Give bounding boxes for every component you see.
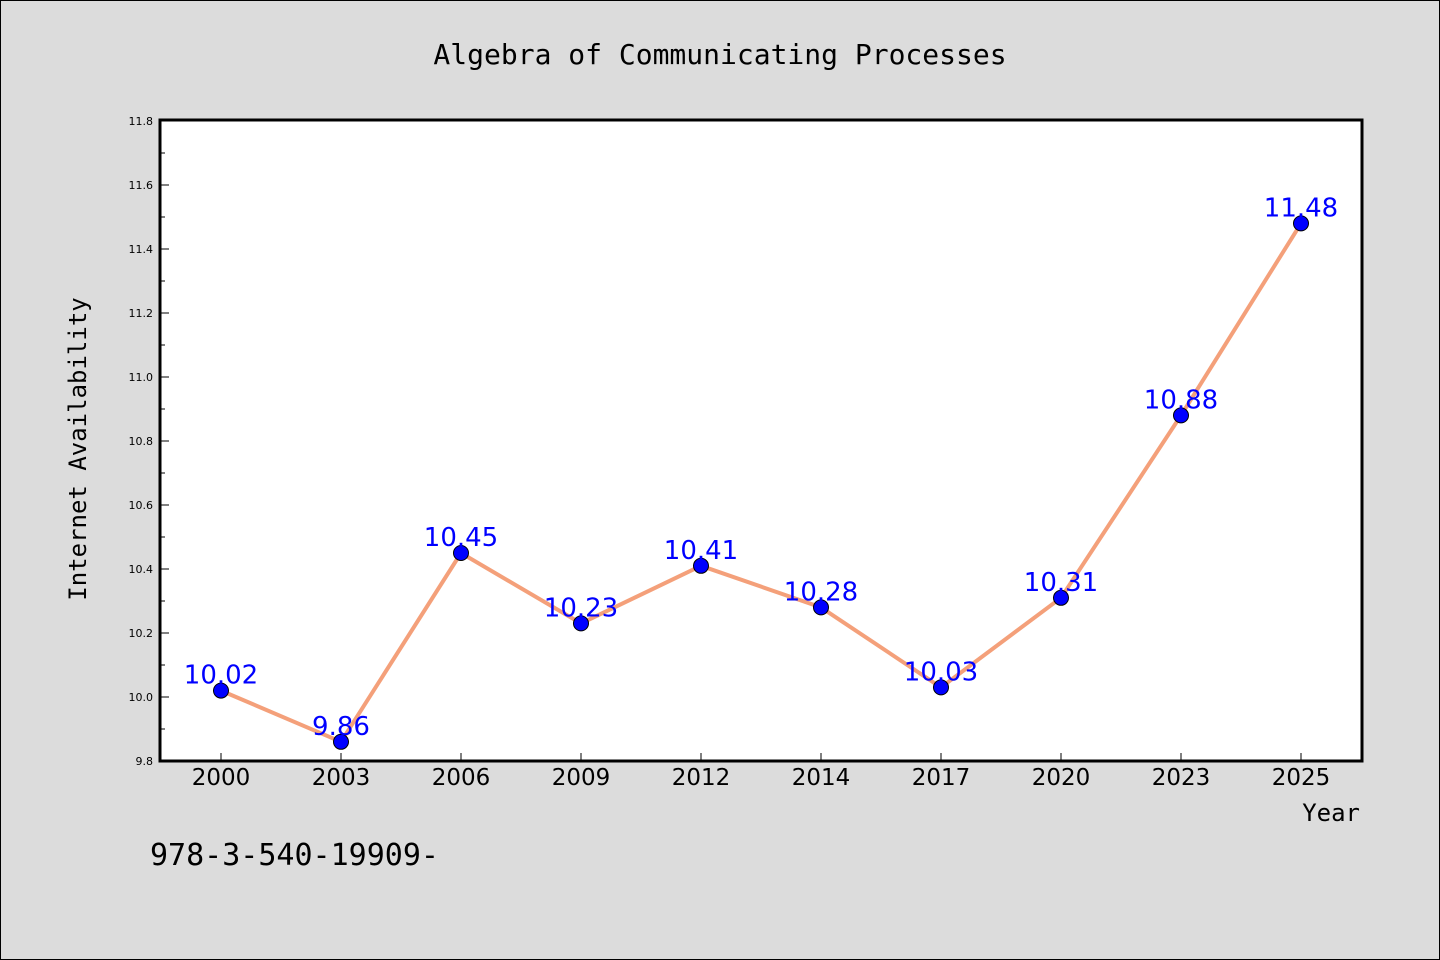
data-label: 11.48 — [1264, 193, 1338, 223]
data-point — [813, 599, 829, 616]
x-tick-label: 2014 — [792, 765, 851, 791]
x-axis-tick-labels: 2000 2003 2006 2009 2012 2014 2017 2020 2023 2025 — [192, 765, 1331, 791]
y-tick-label: 10.8 — [129, 435, 154, 448]
chart-title: Algebra of Communicating Processes — [433, 38, 1006, 71]
series-markers — [213, 215, 1309, 750]
y-tick-label: 11.6 — [129, 179, 154, 192]
plot-area — [158, 118, 1364, 763]
x-tick-label: 2020 — [1032, 765, 1091, 791]
y-tick-label: 10.4 — [129, 563, 154, 576]
data-point — [1053, 589, 1069, 606]
data-label: 10.23 — [544, 593, 618, 623]
data-label: 10.02 — [184, 661, 258, 691]
x-tick-label: 2017 — [912, 765, 971, 791]
data-point — [573, 615, 589, 632]
y-tick-label: 10.6 — [129, 499, 154, 512]
data-point — [213, 682, 229, 699]
y-tick-label: 11.2 — [129, 307, 154, 320]
x-tick-label: 2023 — [1152, 765, 1211, 791]
y-tick-label: 11.0 — [129, 371, 154, 384]
data-label: 10.03 — [904, 657, 978, 687]
x-axis-ticks — [220, 753, 1302, 761]
data-label: 9.86 — [312, 712, 370, 742]
y-axis-ticks — [161, 120, 169, 762]
x-tick-label: 2012 — [672, 765, 731, 791]
x-tick-label: 2025 — [1272, 765, 1331, 791]
y-axis-tick-labels: 9.8 10.0 10.2 10.4 10.6 10.8 11.0 11.2 11.4 11.6 1… — [129, 115, 154, 768]
data-label: 10.45 — [424, 523, 498, 553]
y-tick-label: 11.4 — [129, 243, 154, 256]
x-tick-label: 2006 — [432, 765, 491, 791]
data-point — [693, 557, 709, 574]
series-line — [220, 222, 1303, 744]
data-point — [1173, 407, 1189, 424]
y-axis-label: Internet Availability — [64, 297, 92, 600]
x-tick-label: 2009 — [552, 765, 611, 791]
y-tick-label: 10.0 — [129, 691, 154, 704]
data-label: 10.31 — [1024, 568, 1098, 598]
data-label: 10.88 — [1144, 385, 1218, 415]
data-point — [333, 733, 349, 750]
data-label: 10.41 — [664, 536, 738, 566]
x-tick-label: 2000 — [192, 765, 251, 791]
data-point — [453, 545, 469, 561]
data-point — [933, 679, 949, 696]
data-label: 10.28 — [784, 577, 858, 607]
x-axis-label: Year — [1302, 799, 1360, 827]
y-tick-label: 9.8 — [136, 755, 154, 768]
x-tick-label: 2003 — [312, 765, 371, 791]
footnote-isbn: 978-3-540-19909- — [150, 838, 439, 873]
y-tick-label: 11.8 — [129, 115, 154, 128]
data-point — [1293, 215, 1309, 232]
series-data-labels: 10.02 9.86 10.45 10.23 10.41 10.28 10.03 10.31 1… — [184, 193, 1338, 741]
y-tick-label: 10.2 — [129, 627, 154, 640]
